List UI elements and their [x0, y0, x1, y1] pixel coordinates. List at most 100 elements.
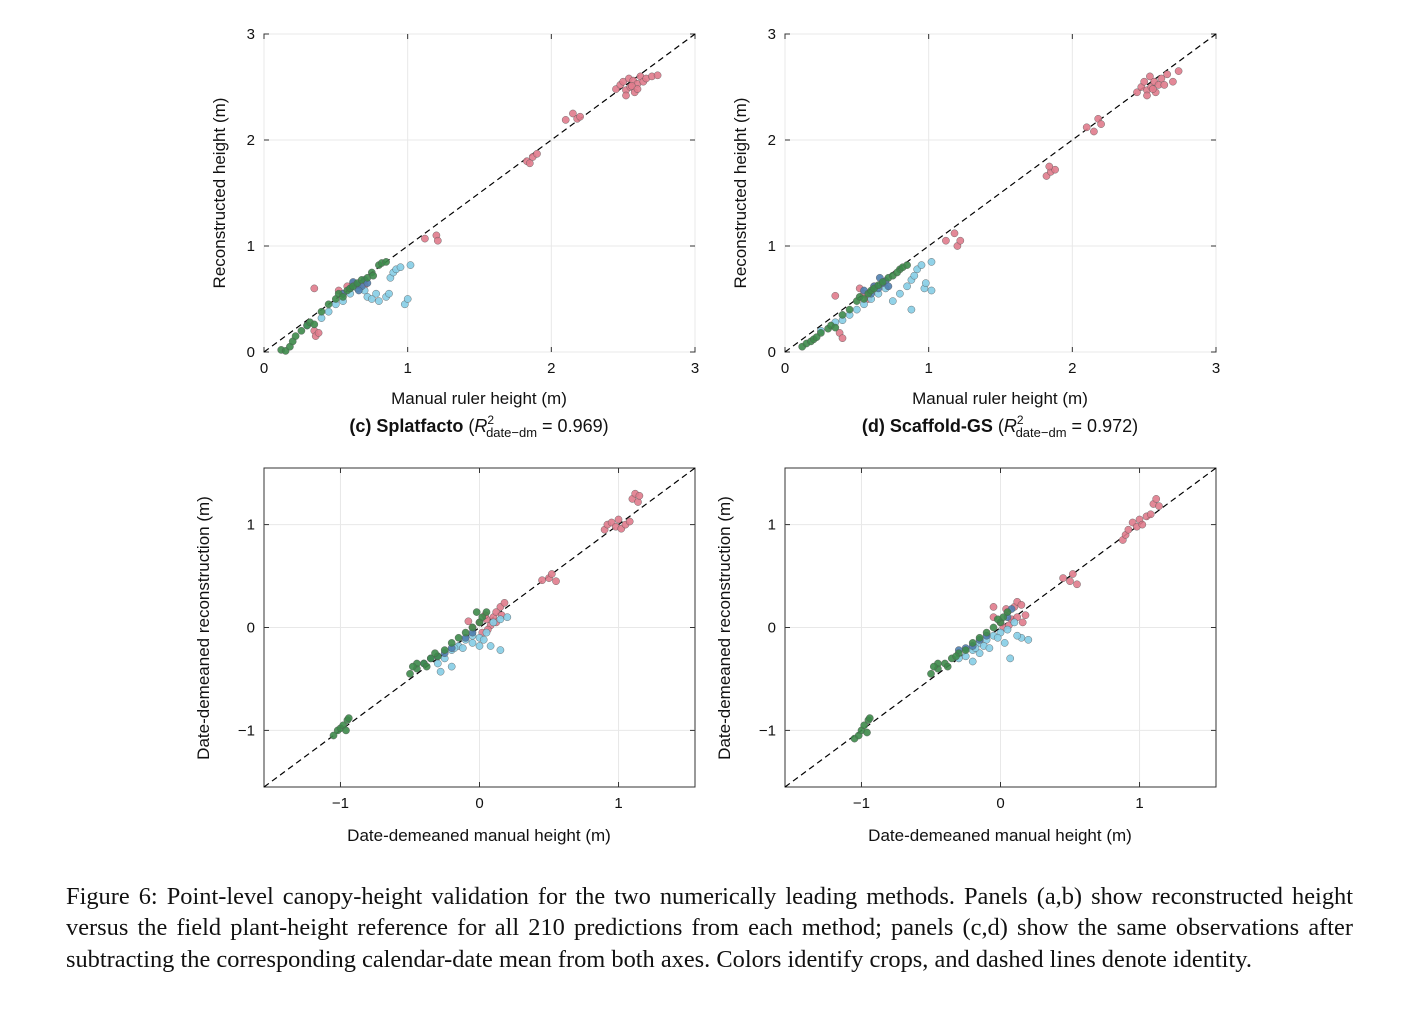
- panel-c-point-green-18: [478, 613, 487, 622]
- panel-b-point-red-28: [1157, 74, 1166, 83]
- panel-a-points: [277, 71, 662, 355]
- panel-c-title: (c) Splatfacto (R2 date−dm = 0.969): [349, 413, 608, 440]
- panel-c-point-green-14: [454, 634, 463, 642]
- panel-b-point-cyan-18: [927, 258, 936, 266]
- panel-a-point-cyan-2: [324, 307, 333, 316]
- panel-c-ylabel: Date-demeaned reconstruction (m): [194, 496, 213, 760]
- panel-b-ytick-label-3: 3: [768, 26, 776, 43]
- panel-a-point-red-15: [526, 159, 534, 168]
- panel-d-title-value: = 0.972): [1072, 416, 1139, 436]
- panel-b-point-cyan-13: [910, 271, 919, 280]
- panel-b-point-red-19: [1133, 88, 1141, 97]
- panel-a-point-red-35: [628, 82, 636, 90]
- panel-c-point-cyan-12: [447, 662, 456, 671]
- panel-d-point-green-3: [860, 721, 869, 730]
- panel-b-point-green-22: [903, 261, 911, 269]
- panel-c-point-cyan-17: [458, 644, 467, 652]
- panel-b-ytick-label-1: 1: [768, 238, 776, 255]
- panel-d-point-green-14: [975, 634, 984, 642]
- panel-a-point-red-34: [622, 91, 630, 100]
- panel-c-point-red-23: [500, 599, 509, 607]
- panel-d-point-green-24: [930, 662, 938, 671]
- panel-a-point-red-9: [421, 234, 429, 243]
- panel-c-point-cyan-11: [436, 667, 445, 676]
- panel-b-xtick-label-1: 1: [924, 360, 932, 377]
- panel-c-point-cyan-13: [475, 642, 484, 650]
- panel-c-point-green-0: [329, 731, 338, 740]
- panel-a-point-blue-7: [354, 286, 363, 295]
- panel-c-title-sub: date−dm: [486, 425, 537, 440]
- panel-d-title-sup: 2: [1017, 413, 1024, 427]
- panel-c-point-green-7: [406, 670, 414, 678]
- panel-b-point-cyan-19: [922, 279, 930, 287]
- panel-b-point-green-7: [831, 323, 840, 332]
- panel-a-point-red-22: [619, 77, 628, 86]
- panel-c-point-green-22: [422, 662, 431, 671]
- panel-c-point-green-20: [472, 608, 481, 616]
- panel-c-grid: [264, 468, 695, 787]
- panel-b-ylabel: Reconstructed height (m): [731, 98, 750, 289]
- panel-c-point-green-19: [482, 608, 491, 616]
- panel-d-point-red-15: [1073, 580, 1081, 589]
- panel-d-xlabel: Date-demeaned manual height (m): [868, 826, 1132, 845]
- panel-b-point-cyan-10: [896, 289, 904, 298]
- panel-c-xlabel: Date-demeaned manual height (m): [347, 826, 611, 845]
- panel-d-point-cyan-18: [1000, 639, 1009, 647]
- panel-b-points: [798, 67, 1183, 351]
- panel-c-title-value: = 0.969): [542, 416, 609, 436]
- panel-a-xlabel: Manual ruler height (m): [391, 389, 567, 408]
- panel-a-xtick-label-3: 3: [691, 360, 699, 377]
- panel-a-point-red-16: [561, 116, 570, 124]
- panel-d-point-cyan-10: [1024, 636, 1033, 644]
- panel-a-ylabel: Reconstructed height (m): [210, 98, 229, 289]
- panel-a-ytick-label-1: 1: [247, 238, 255, 255]
- panel-d-point-green-12: [961, 646, 970, 654]
- panel-c-xtick-label-1: 0: [475, 795, 483, 812]
- panel-d-ticks: −1 0 1 −1 0 1: [759, 468, 1216, 812]
- panel-b-point-cyan-4: [853, 305, 861, 314]
- panel-b-point-red-29: [1160, 81, 1169, 89]
- panel-c-point-cyan-9: [496, 615, 505, 624]
- panel-b-point-red-31: [1169, 77, 1177, 86]
- panel-c-point-cyan-14: [486, 642, 495, 650]
- panel-d-title-bold: (d) Scaffold-GS: [862, 416, 993, 436]
- panel-c-title-r: R: [474, 416, 487, 436]
- panel-a-point-red-19: [576, 112, 584, 121]
- panel-d-point-red-14: [1069, 570, 1077, 578]
- panel-c-ticks: −1 0 1 −1 0 1: [238, 468, 695, 812]
- panel-b-xtick-label-3: 3: [1212, 360, 1220, 377]
- panel-a-ticks: 0 1 2 3 0 1 2 3: [247, 26, 700, 377]
- panel-a-point-red-3: [314, 329, 323, 337]
- panel-a-xtick-label-2: 2: [547, 360, 555, 377]
- panel-b-point-green-9: [845, 305, 854, 314]
- panel-c-point-cyan-0: [433, 659, 442, 668]
- panel-d-point-green-6: [866, 714, 874, 722]
- panel-b-ticks: 0 1 2 3 0 1 2 3: [768, 26, 1221, 377]
- panel-b-point-red-7: [942, 236, 950, 245]
- panel-b-point-red-2: [838, 334, 847, 343]
- panel-c-xtick-label-2: 1: [614, 795, 622, 812]
- panel-d-point-red-11: [1155, 502, 1163, 510]
- panel-c-point-green-24: [408, 662, 417, 671]
- panel-d-ytick-label-2: 1: [768, 517, 776, 534]
- panel-a-point-cyan-10: [372, 289, 380, 298]
- panel-c-xtick-label-0: −1: [332, 795, 349, 812]
- panel-c-point-cyan-8: [489, 618, 498, 627]
- panel-c-point-cyan-18: [468, 639, 477, 647]
- panel-c-point-green-6: [344, 714, 353, 722]
- panel-a-point-green-23: [382, 258, 390, 266]
- panel-c-point-green-13: [447, 639, 456, 647]
- panel-a-point-cyan-16: [396, 263, 405, 272]
- panel-a-point-green-4: [291, 332, 300, 340]
- panel-d-points: [850, 495, 1163, 743]
- panel-d-point-red-8: [1146, 510, 1155, 519]
- panel-b-xtick-label-2: 2: [1068, 360, 1076, 377]
- panel-c-ytick-label-2: 1: [247, 517, 255, 534]
- panel-d-point-green-22: [943, 662, 952, 671]
- panel-d-point-cyan-7: [1003, 625, 1012, 634]
- panel-d-xtick-label-2: 1: [1135, 795, 1143, 812]
- panel-b-point-red-15: [1082, 123, 1091, 132]
- panel-c-ytick-label-0: −1: [238, 722, 255, 739]
- panel-a-xtick-label-0: 0: [260, 360, 268, 377]
- panel-d: −1 0 1 −1 0 1 Date-demeaned manual height (m)…: [715, 467, 1217, 845]
